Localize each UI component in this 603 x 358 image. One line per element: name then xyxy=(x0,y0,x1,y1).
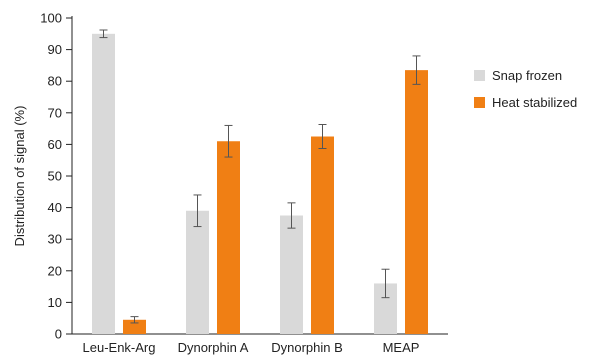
y-tick-label: 10 xyxy=(48,295,62,310)
bar-snap-frozen xyxy=(92,33,115,335)
legend-label: Snap frozen xyxy=(492,68,562,83)
error-bar xyxy=(412,55,421,85)
error-bar xyxy=(318,123,327,150)
x-tick-label: Leu-Enk-Arg xyxy=(83,340,156,355)
error-bar xyxy=(193,194,202,228)
y-tick-label: 30 xyxy=(48,232,62,247)
y-tick-label: 40 xyxy=(48,200,62,215)
legend: Snap frozen Heat stabilized xyxy=(474,68,577,110)
y-tick-label: 50 xyxy=(48,169,62,184)
y-tick-label: 90 xyxy=(48,42,62,57)
legend-swatch-snap-frozen xyxy=(474,70,485,81)
bar-snap-frozen xyxy=(374,283,397,334)
error-bar xyxy=(99,29,108,39)
bar-heat-stabilized xyxy=(405,70,428,334)
bars xyxy=(92,33,428,335)
y-tick-label: 20 xyxy=(48,263,62,278)
y-axis-title: Distribution of signal (%) xyxy=(12,106,27,247)
y-tick-label: 0 xyxy=(55,327,62,342)
y-tick-label: 60 xyxy=(48,137,62,152)
error-bar xyxy=(224,124,233,158)
error-bar xyxy=(130,316,139,324)
bar-heat-stabilized xyxy=(217,141,240,334)
x-tick-label: MEAP xyxy=(383,340,420,355)
y-tick-label: 100 xyxy=(40,11,62,26)
bar-heat-stabilized xyxy=(123,319,146,334)
error-bar xyxy=(287,202,296,229)
x-axis: Leu-Enk-Arg Dynorphin A Dynorphin B MEAP xyxy=(72,333,448,355)
error-bars xyxy=(99,29,421,324)
bar-snap-frozen xyxy=(186,210,209,334)
x-tick-label: Dynorphin A xyxy=(178,340,249,355)
legend-swatch-heat-stabilized xyxy=(474,97,485,108)
bar-snap-frozen xyxy=(280,215,303,334)
y-tick-label: 80 xyxy=(48,74,62,89)
x-tick-label: Dynorphin B xyxy=(271,340,343,355)
y-axis: 0 10 20 30 40 50 60 70 80 90 100 xyxy=(40,11,73,342)
bar-heat-stabilized xyxy=(311,136,334,334)
error-bar xyxy=(381,268,390,299)
legend-label: Heat stabilized xyxy=(492,95,577,110)
y-tick-label: 70 xyxy=(48,105,62,120)
